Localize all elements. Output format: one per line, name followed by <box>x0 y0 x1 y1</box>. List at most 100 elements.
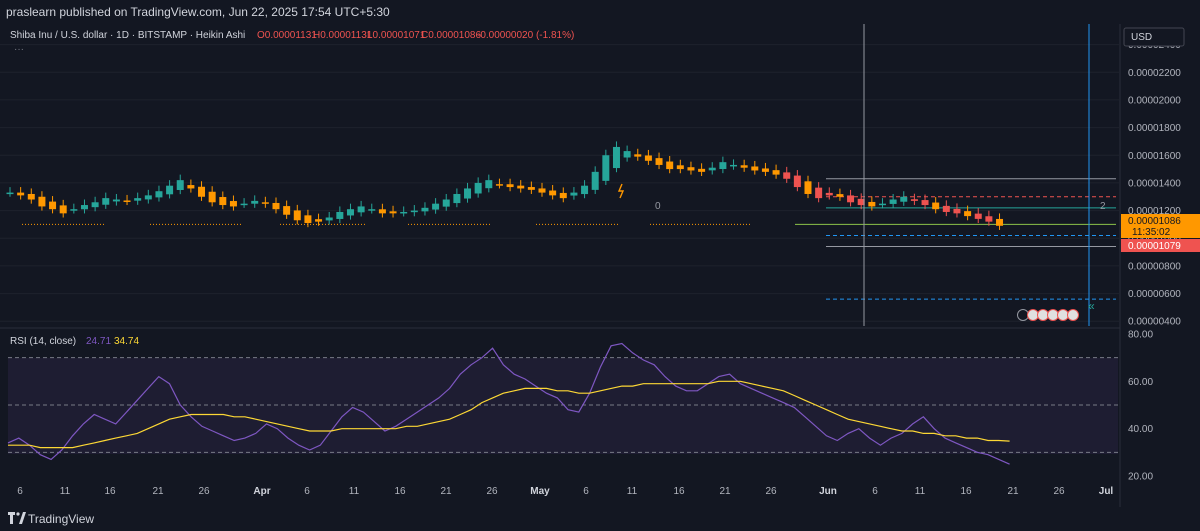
price-tick-label: 0.00000600 <box>1128 289 1181 300</box>
scroll-chevron[interactable]: « <box>1088 299 1095 313</box>
candle-body <box>102 198 110 205</box>
time-tick-label: Apr <box>253 486 270 497</box>
price-tick-label: 0.00001400 <box>1128 178 1181 189</box>
price-tick-label: 0.00000800 <box>1128 261 1181 272</box>
price-tick-label: 0.00001600 <box>1128 151 1181 162</box>
candle-body <box>740 165 748 168</box>
candle-body <box>432 203 440 210</box>
time-tick-label: 11 <box>349 486 360 497</box>
candle-body <box>698 168 706 172</box>
price-tick-label: 0.00000400 <box>1128 317 1181 328</box>
candle-body <box>410 210 418 213</box>
rsi-axis[interactable]: 80.00 60.00 40.00 20.00 <box>1128 330 1153 483</box>
legend-more-dots[interactable]: ··· <box>14 44 24 55</box>
rsi-tick-label: 40.00 <box>1128 424 1153 435</box>
time-tick-label: 6 <box>304 486 310 497</box>
last-price-text: 0.00001086 <box>1128 216 1181 227</box>
candle-body <box>581 185 589 195</box>
time-tick-label: 21 <box>152 486 164 497</box>
candle-body <box>974 213 982 219</box>
time-axis[interactable]: 6 11 16 21 26 Apr 6 11 16 21 26 May 6 11 16 21 26 Jun 6 11 1… <box>17 486 1113 497</box>
footer: TradingView <box>0 507 1200 531</box>
candle-body <box>964 211 972 217</box>
ohlc-close: C0.00001086 <box>421 30 481 41</box>
candle-body <box>325 217 333 221</box>
candle-body <box>442 199 450 207</box>
chart-svg[interactable]: 0.000024000.000022000.000020000.00001800… <box>0 24 1200 507</box>
candle-body <box>570 192 578 196</box>
candle-body <box>644 155 652 161</box>
flag-icon[interactable] <box>1017 309 1029 321</box>
candle-body <box>400 211 408 214</box>
candle-body <box>485 180 493 189</box>
event-flags[interactable] <box>1017 309 1079 321</box>
candle-body <box>304 215 312 224</box>
time-tick-label: 11 <box>60 486 71 497</box>
candle-body <box>38 196 46 207</box>
flag-icon[interactable] <box>1067 309 1079 321</box>
candle-body <box>825 192 833 196</box>
candle-body <box>240 203 248 206</box>
candle-body <box>655 158 663 165</box>
currency-button[interactable] <box>1123 27 1185 47</box>
candle-body <box>134 198 142 201</box>
ohlc-low: L0.00001071 <box>367 30 426 41</box>
brand-text: TradingView <box>28 512 95 526</box>
rsi-pane[interactable] <box>0 329 1120 479</box>
candle-body <box>336 211 344 219</box>
candle-body <box>996 218 1004 226</box>
rsi-band-fill <box>8 358 1118 454</box>
candle-body <box>421 207 429 212</box>
ohlc-high: H0.00001131 <box>313 30 373 41</box>
candle-body <box>836 194 844 197</box>
time-tick-label: 26 <box>765 486 777 497</box>
price-axis[interactable]: 0.000024000.000022000.000020000.00001800… <box>1128 40 1181 328</box>
candle-body <box>6 192 14 195</box>
last-price-badge <box>1121 214 1200 238</box>
candle-body <box>804 181 812 194</box>
flag-icon[interactable] <box>1047 309 1059 321</box>
time-tick-label: Jul <box>1099 486 1114 497</box>
candle-body <box>517 185 525 189</box>
rsi-ma-line <box>8 380 1010 449</box>
candle-body <box>315 219 323 222</box>
ohlc-open: O0.00001131 <box>257 30 317 41</box>
lightning-icon <box>617 183 625 199</box>
flag-icon[interactable] <box>1037 309 1049 321</box>
flag-icon[interactable] <box>1057 309 1069 321</box>
candle-body <box>910 199 918 201</box>
candle-body <box>219 197 227 206</box>
currency-label: USD <box>1131 32 1152 43</box>
candles-group <box>6 141 1004 230</box>
candle-body <box>506 184 514 188</box>
candle-body <box>453 193 461 204</box>
rsi-tick-label: 20.00 <box>1128 472 1153 483</box>
price-tick-label: 0.00001800 <box>1128 123 1181 134</box>
price-pane[interactable] <box>0 24 1120 327</box>
candle-body <box>900 196 908 202</box>
candle-body <box>783 172 791 179</box>
chart-frame[interactable]: 0.000024000.000022000.000020000.00001800… <box>0 24 1200 507</box>
rsi-tick-label: 60.00 <box>1128 377 1153 388</box>
time-tick-label: 21 <box>1007 486 1019 497</box>
candle-body <box>123 200 131 202</box>
candle-body <box>144 195 152 200</box>
horizontal-levels <box>22 178 1116 300</box>
alt-price-badge <box>1121 239 1200 252</box>
candle-body <box>730 164 738 167</box>
candle-body <box>761 168 769 172</box>
candle-body <box>495 184 503 186</box>
candle-body <box>591 171 599 190</box>
candle-body <box>878 203 886 206</box>
candle-body <box>847 195 855 203</box>
time-tick-label: 21 <box>440 486 452 497</box>
time-tick-label: Jun <box>819 486 837 497</box>
rsi-group <box>7 342 1118 465</box>
price-tick-label: 0.00002200 <box>1128 68 1181 79</box>
candle-body <box>559 192 567 199</box>
flag-icon[interactable] <box>1027 309 1039 321</box>
tradingview-logo-icon <box>8 512 26 524</box>
candle-body <box>261 202 269 204</box>
candle-body <box>59 205 67 214</box>
candle-body <box>357 206 365 213</box>
